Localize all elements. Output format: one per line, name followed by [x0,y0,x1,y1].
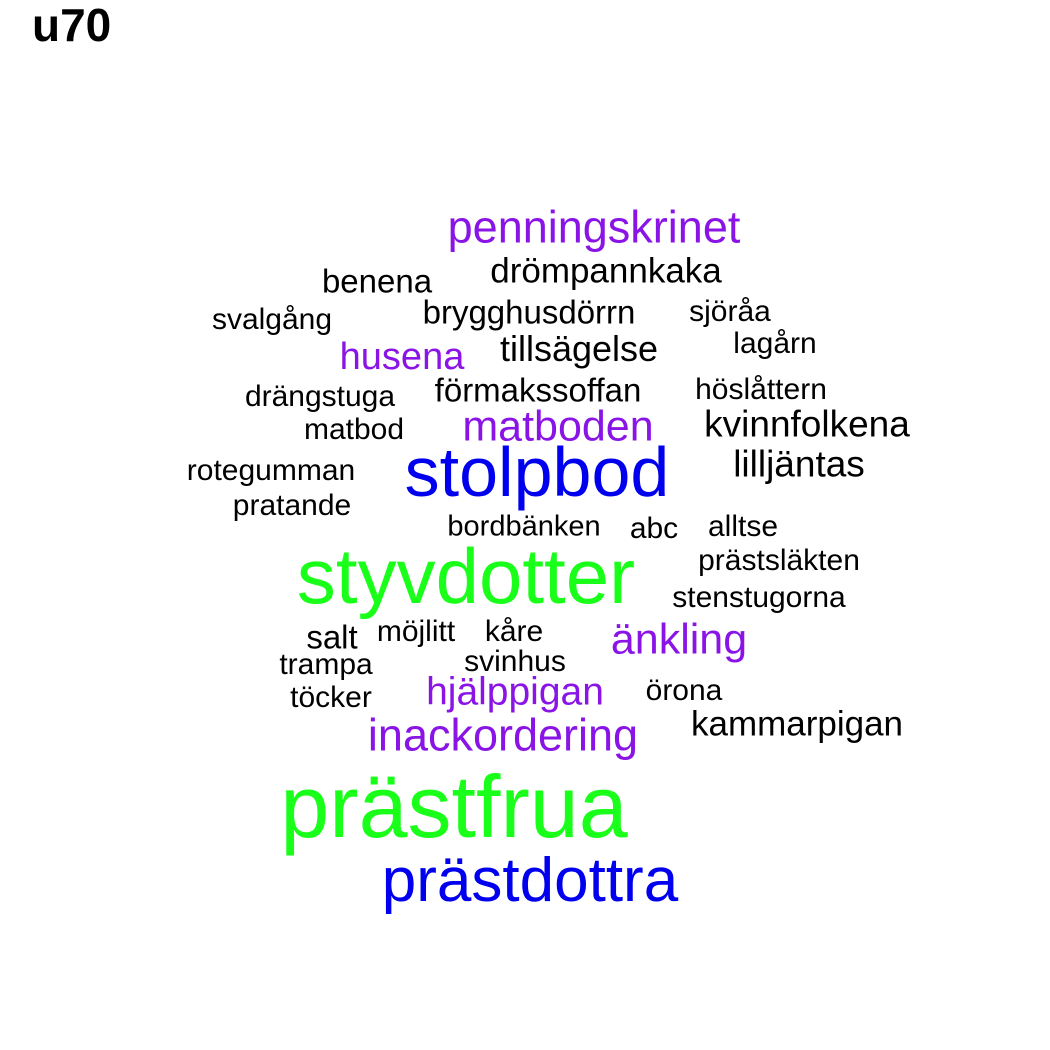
word-lagarn: lagårn [733,327,817,360]
word-formakssoffan: förmakssoffan [434,371,642,409]
word-sjoraa: sjöråa [689,295,771,328]
word-mojlitt: möjlitt [376,615,456,648]
word-inackordering: inackordering [367,709,639,761]
page-title: u70 [32,0,112,51]
word-stolpbod: stolpbod [404,433,670,511]
word-benena: benena [321,262,433,300]
word-ankling: änkling [610,615,748,664]
word-drompannkaka: drömpannkaka [490,251,722,291]
word-hoslattern: höslåttern [695,373,827,406]
word-kare: kåre [484,615,544,648]
word-salt: salt [306,618,358,656]
word-prastslakten: prästsläkten [698,544,860,577]
word-bordbanken: bordbänken [447,510,601,543]
word-prastfrua: prästfrua [280,757,628,856]
word-brygghusdorrn: brygghusdörrn [422,293,636,331]
word-tillsagelse: tillsägelse [499,328,659,369]
word-tocker: töcker [290,681,372,714]
word-svalgang: svalgång [211,303,333,336]
word-trampa: trampa [279,648,373,681]
word-stenstugorna: stenstugorna [672,581,846,614]
word-orona: örona [645,674,723,707]
word-abc: abc [629,512,679,545]
word-lilljantas: lilljäntas [733,443,865,485]
word-alltse: alltse [707,510,779,543]
word-svinhus: svinhus [464,645,566,678]
word-penningskrinet: penningskrinet [447,201,741,253]
word-rotegumman: rotegumman [186,454,356,487]
word-hjalppigan: hjälppigan [426,670,604,714]
word-matbod: matbod [303,413,405,446]
word-drangstuga: drängstuga [244,380,396,413]
word-prastdottra: prästdottra [381,846,679,915]
word-styvdotter: styvdotter [296,532,636,620]
word-matboden: matboden [462,402,654,451]
word-kammarpigan: kammarpigan [690,704,904,744]
word-kvinnfolkena: kvinnfolkena [704,403,910,445]
word-pratande: pratande [232,489,352,522]
word-husena: husena [339,336,465,378]
